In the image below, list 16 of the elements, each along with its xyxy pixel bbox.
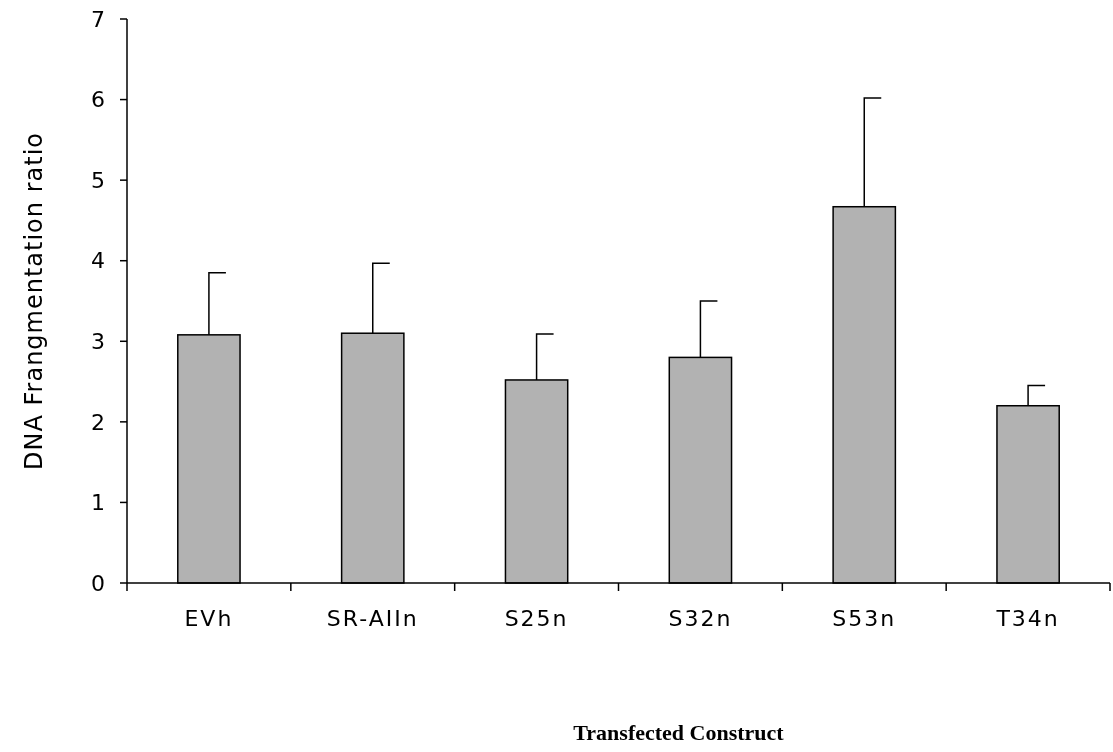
x-tick-label: S25n xyxy=(504,606,569,631)
x-axis-title: Transfected Construct xyxy=(573,720,785,745)
x-tick-label: S53n xyxy=(832,606,897,631)
y-tick-label: 7 xyxy=(91,6,105,32)
y-tick-label: 6 xyxy=(91,87,105,113)
y-tick-label: 1 xyxy=(91,490,105,516)
y-tick-label: 0 xyxy=(91,570,105,596)
x-tick-label: SR-AIIn xyxy=(326,606,419,631)
x-tick-label: T34n xyxy=(995,606,1060,631)
x-tick-label: EVh xyxy=(184,606,234,631)
y-tick-label: 2 xyxy=(91,409,105,435)
y-tick-label: 3 xyxy=(91,328,105,354)
x-tick-label: S32n xyxy=(668,606,733,631)
y-tick-label: 5 xyxy=(91,167,105,193)
y-tick-label: 4 xyxy=(91,248,105,274)
y-axis-title: DNA Frangmentation ratio xyxy=(20,132,48,470)
